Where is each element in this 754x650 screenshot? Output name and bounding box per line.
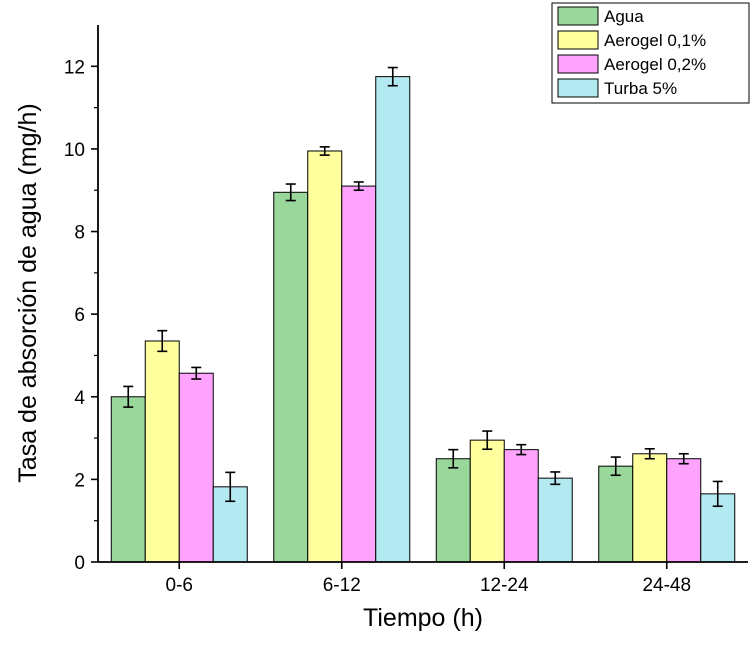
legend-swatch	[557, 30, 599, 50]
bar	[503, 449, 539, 563]
y-tick-label: 10	[64, 140, 85, 161]
bar	[537, 477, 573, 563]
bar	[598, 465, 634, 563]
error-bar	[319, 146, 330, 156]
legend-label: Turba 5%	[604, 79, 677, 98]
error-bar	[448, 448, 459, 469]
bar	[144, 340, 180, 563]
y-tick-label: 2	[74, 470, 85, 491]
bar	[632, 453, 668, 563]
bar	[666, 458, 702, 563]
error-bar	[157, 329, 168, 353]
legend-label: Aerogel 0,2%	[604, 55, 706, 74]
y-tick-label: 0	[74, 553, 85, 574]
error-bar	[712, 480, 723, 508]
y-ticks: 0 2 4 6 8 10 12	[64, 57, 98, 574]
error-bar	[123, 385, 134, 408]
bar	[435, 458, 471, 563]
bar	[307, 150, 343, 563]
error-bar	[353, 181, 364, 192]
bar	[273, 191, 309, 563]
error-bar	[550, 471, 561, 486]
bar	[341, 185, 377, 563]
error-bar	[387, 66, 398, 87]
x-tick-label: 6-12	[323, 575, 361, 596]
error-bar	[285, 183, 296, 202]
error-bar	[644, 448, 655, 460]
axes-layer	[97, 25, 748, 563]
bar	[178, 372, 214, 563]
legend-label: Aerogel 0,1%	[604, 31, 706, 50]
bar	[469, 439, 505, 563]
y-axis-label: Tasa de absorción de agua (mg/h)	[14, 103, 42, 482]
bars-layer	[110, 76, 736, 563]
legend-swatch	[557, 6, 599, 26]
bar	[375, 76, 411, 563]
legend-swatch	[557, 54, 599, 74]
legend-swatch	[557, 78, 599, 98]
error-bar	[482, 430, 493, 451]
error-bars-layer	[123, 66, 723, 508]
x-ticks: 0-6 6-12 12-24 24-48	[166, 562, 691, 596]
bar	[110, 396, 146, 563]
x-tick-label: 12-24	[480, 575, 529, 596]
error-bar	[610, 456, 621, 477]
error-bar	[225, 471, 236, 503]
y-tick-label: 12	[64, 57, 85, 78]
y-tick-label: 4	[74, 388, 85, 409]
error-bar	[191, 366, 202, 380]
error-bar	[516, 443, 527, 456]
y-tick-label: 8	[74, 223, 85, 244]
x-tick-label: 0-6	[166, 575, 193, 596]
legend-label: Agua	[604, 7, 644, 26]
x-tick-label: 24-48	[642, 575, 691, 596]
y-tick-label: 6	[74, 305, 85, 326]
error-bar	[678, 452, 689, 465]
legend: Agua Aerogel 0,1% Aerogel 0,2% Turba 5%	[551, 2, 750, 104]
x-axis-label: Tiempo (h)	[363, 604, 483, 632]
